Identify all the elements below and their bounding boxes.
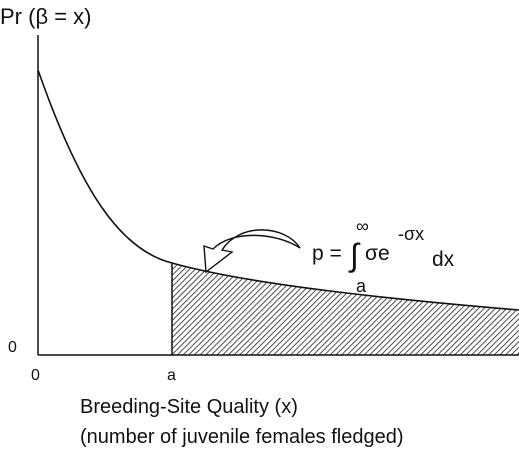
integrand: σe [365,242,390,265]
shaded-area [172,263,519,355]
formula-lhs: p = [312,242,342,265]
x-axis-label: Breeding-Site Quality (x) [80,396,298,418]
x-origin-label: 0 [31,367,40,384]
exponent: -σx [398,224,424,244]
curve [37,69,519,311]
y-origin-label: 0 [8,339,17,356]
lower-limit: a [356,276,367,296]
integral-sign: ∫ [348,237,361,273]
arrow [203,229,301,274]
upper-limit: ∞ [356,216,369,236]
differential: dx [432,248,455,271]
y-axis-label: Pr (β = x) [0,4,92,29]
x-marker-label: a [167,367,176,384]
x-axis-sublabel: (number of juvenile females fledged) [80,426,404,448]
